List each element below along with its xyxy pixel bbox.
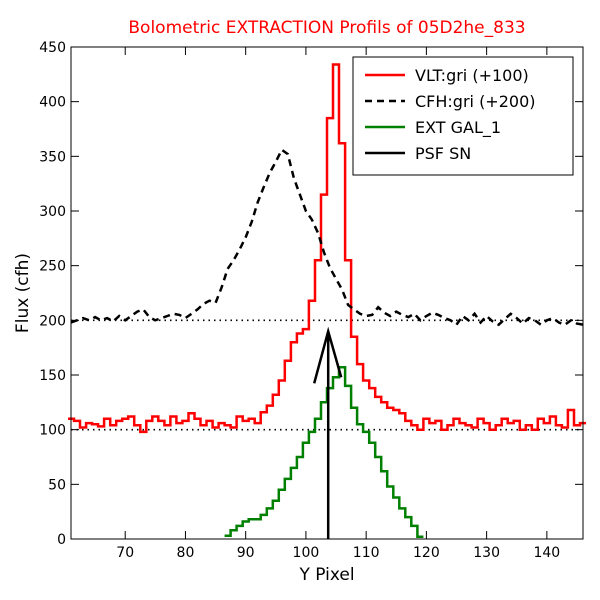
x-tick-label: 120	[413, 545, 440, 561]
y-tick-label: 0	[57, 532, 66, 548]
plot-frame	[70, 46, 584, 540]
y-tick-label: 100	[39, 423, 66, 439]
y-tick-label: 450	[39, 40, 66, 56]
legend: VLT:gri (+100) CFH:gri (+200) EXT GAL_1 PSF…	[352, 56, 574, 176]
psf-sn-arrow-head	[312, 326, 343, 384]
x-tick-label: 110	[353, 545, 380, 561]
y-tick-label: 200	[39, 313, 66, 329]
x-tick-label: 130	[473, 545, 500, 561]
x-tick-label: 80	[177, 545, 195, 561]
y-tick-label: 150	[39, 368, 66, 384]
x-tick-label: 100	[293, 545, 320, 561]
y-tick-label: 300	[39, 204, 66, 220]
legend-label-3: PSF SN	[415, 144, 471, 163]
series-line-0	[68, 63, 586, 434]
x-axis-label: Y Pixel	[298, 565, 354, 585]
legend-label-2: EXT GAL_1	[415, 118, 501, 138]
legend-label-1: CFH:gri (+200)	[415, 92, 536, 111]
plot-area: 70 80 90 100 110 120 130 140 0 50 100 150 200 250 300 3…	[39, 40, 586, 561]
chart-title: Bolometric EXTRACTION Profils of 05D2he_…	[128, 18, 525, 38]
y-tick-label: 400	[39, 95, 66, 111]
series-line-1	[70, 147, 584, 327]
y-axis-label: Flux (cfh)	[13, 253, 33, 333]
series-line-2	[224, 366, 424, 539]
y-tick-label: 250	[39, 259, 66, 275]
x-tick-label: 90	[237, 545, 255, 561]
y-tick-label: 350	[39, 149, 66, 165]
legend-label-0: VLT:gri (+100)	[415, 66, 529, 85]
y-tick-label: 50	[48, 477, 66, 493]
x-tick-label: 140	[533, 545, 560, 561]
x-tick-label: 70	[116, 545, 134, 561]
legend-box	[352, 56, 574, 176]
